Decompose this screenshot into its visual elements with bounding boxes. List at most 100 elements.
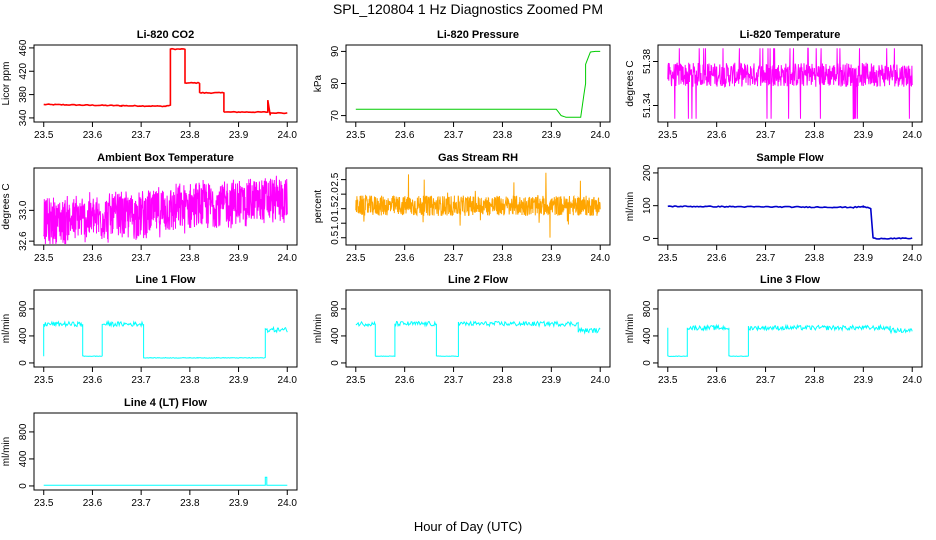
- x-tick-label: 23.9: [229, 498, 249, 509]
- y-axis-label: Licor ppm: [1, 62, 12, 106]
- panel-3: Li-820 Temperature degrees C 23.5 23.6 23.7 2…: [625, 29, 923, 141]
- x-tick-label: 23.6: [83, 253, 103, 264]
- y-tick-label: 400: [642, 327, 653, 344]
- y-axis-label: degrees C: [625, 60, 636, 106]
- figure-title: SPL_120804 1 Hz Diagnostics Zoomed PM: [333, 1, 603, 17]
- y-tick-label: 200: [642, 164, 653, 181]
- y-tick-label: 380: [18, 86, 29, 103]
- x-tick-label: 23.7: [444, 375, 464, 386]
- panel-title: Li-820 Temperature: [740, 29, 841, 41]
- panels: Li-820 CO2 Licor ppm 23.5 23.6 23.7 23.8 23.9 2…: [1, 29, 923, 509]
- x-tick-label: 23.9: [854, 253, 874, 264]
- x-tick-label: 24.0: [278, 253, 298, 264]
- y-tick-label: 800: [18, 300, 29, 317]
- y-tick-label: 2.5: [330, 172, 341, 186]
- y-tick-label: 1.5: [330, 201, 341, 215]
- x-tick-label: 23.9: [854, 375, 874, 386]
- x-tick-label: 23.8: [180, 253, 200, 264]
- y-axis-label: ml/min: [1, 314, 12, 343]
- panel-10: Line 4 (LT) Flow ml/min 23.5 23.6 23.7 23.8 23…: [1, 397, 298, 509]
- panel-5: Gas Stream RH percent 23.5 23.6 23.7 23.8 23.9…: [313, 152, 611, 264]
- x-tick-label: 23.8: [180, 375, 200, 386]
- y-tick-label: 0: [330, 360, 341, 366]
- series-line: [43, 47, 288, 116]
- y-tick-label: 800: [642, 300, 653, 317]
- y-axis-label: percent: [313, 190, 324, 224]
- x-tick-label: 23.9: [229, 130, 249, 141]
- x-tick-label: 23.8: [493, 375, 513, 386]
- y-tick-label: 800: [18, 423, 29, 440]
- y-tick-label: 51.38: [642, 49, 653, 74]
- x-tick-label: 23.6: [395, 253, 415, 264]
- y-axis-label: ml/min: [625, 192, 636, 221]
- plot-frame: [345, 167, 611, 246]
- y-tick-label: 51.34: [642, 93, 653, 118]
- x-tick-label: 24.0: [590, 375, 610, 386]
- y-tick-label: 420: [18, 62, 29, 79]
- x-tick-label: 23.7: [756, 253, 776, 264]
- x-tick-label: 24.0: [902, 253, 922, 264]
- y-tick-label: 400: [330, 327, 341, 344]
- x-tick-label: 23.5: [34, 375, 54, 386]
- x-tick-label: 23.6: [83, 498, 103, 509]
- x-tick-label: 23.6: [707, 375, 727, 386]
- x-tick-label: 23.5: [34, 498, 54, 509]
- series-line: [43, 319, 288, 359]
- series-line: [43, 476, 288, 486]
- figure-x-axis-label: Hour of Day (UTC): [414, 519, 522, 534]
- x-tick-label: 23.6: [395, 130, 415, 141]
- y-tick-label: 0: [642, 360, 653, 366]
- x-tick-label: 23.9: [542, 130, 562, 141]
- series-line: [667, 205, 913, 240]
- y-axis-label: degrees C: [1, 183, 12, 229]
- x-tick-label: 23.6: [395, 375, 415, 386]
- x-tick-label: 23.5: [658, 253, 678, 264]
- y-axis-label: ml/min: [313, 314, 324, 343]
- series-line: [667, 323, 913, 358]
- plot-frame: [657, 44, 923, 123]
- x-tick-label: 23.5: [658, 130, 678, 141]
- x-tick-label: 23.8: [805, 375, 825, 386]
- panel-8: Line 2 Flow ml/min 23.5 23.6 23.7 23.8 23.9 24.…: [313, 274, 611, 386]
- y-tick-label: 80: [330, 78, 341, 90]
- panel-title: Ambient Box Temperature: [97, 152, 234, 164]
- y-tick-label: 1.0: [330, 216, 341, 230]
- x-tick-label: 23.8: [805, 253, 825, 264]
- y-tick-label: 33.0: [18, 200, 29, 220]
- x-tick-label: 23.5: [346, 130, 366, 141]
- y-tick-label: 400: [18, 450, 29, 467]
- x-tick-label: 24.0: [590, 253, 610, 264]
- y-tick-label: 400: [18, 327, 29, 344]
- x-tick-label: 23.6: [83, 130, 103, 141]
- x-tick-label: 23.9: [542, 375, 562, 386]
- plot-frame: [657, 289, 923, 368]
- plot-frame: [345, 289, 611, 368]
- panel-title: Li-820 Pressure: [437, 29, 519, 41]
- x-tick-label: 24.0: [278, 375, 298, 386]
- x-tick-label: 23.6: [707, 253, 727, 264]
- x-tick-label: 24.0: [902, 375, 922, 386]
- x-tick-label: 23.7: [444, 130, 464, 141]
- panel-9: Line 3 Flow ml/min 23.5 23.6 23.7 23.8 23.9 24.…: [625, 274, 923, 386]
- panel-6: Sample Flow ml/min 23.5 23.6 23.7 23.8 23.9 24.…: [625, 152, 923, 264]
- x-tick-label: 23.9: [854, 130, 874, 141]
- y-tick-label: 0: [18, 483, 29, 489]
- panel-title: Line 1 Flow: [136, 274, 196, 286]
- x-tick-label: 23.5: [346, 375, 366, 386]
- x-tick-label: 24.0: [278, 498, 298, 509]
- x-tick-label: 23.7: [131, 130, 151, 141]
- x-tick-label: 23.5: [34, 130, 54, 141]
- x-tick-label: 23.5: [658, 375, 678, 386]
- panel-1: Li-820 CO2 Licor ppm 23.5 23.6 23.7 23.8 23.9 2…: [1, 29, 298, 141]
- x-tick-label: 24.0: [590, 130, 610, 141]
- x-tick-label: 23.9: [229, 253, 249, 264]
- y-tick-label: 100: [642, 197, 653, 214]
- plot-frame: [33, 412, 298, 491]
- panel-title: Line 2 Flow: [448, 274, 508, 286]
- x-tick-label: 23.6: [707, 130, 727, 141]
- x-tick-label: 24.0: [278, 130, 298, 141]
- y-tick-label: 70: [330, 110, 341, 122]
- x-tick-label: 23.5: [346, 253, 366, 264]
- plot-frame: [33, 167, 298, 246]
